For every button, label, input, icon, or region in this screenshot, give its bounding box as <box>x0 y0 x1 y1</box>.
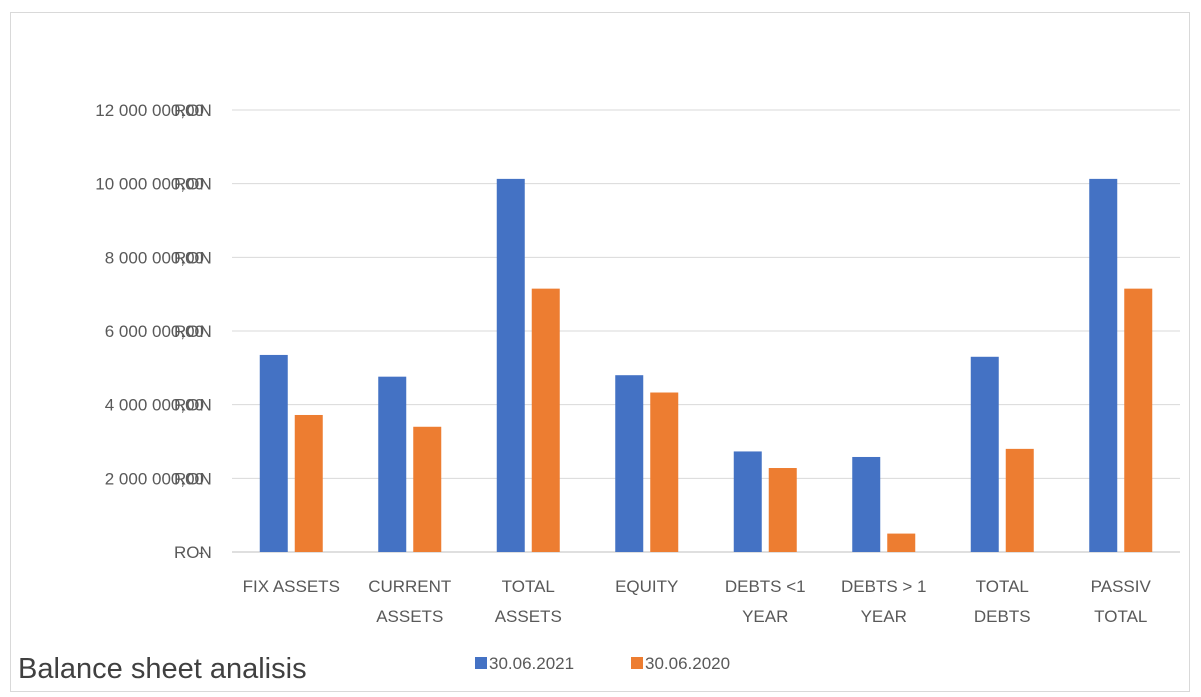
x-category-label: EQUITY <box>615 577 678 596</box>
legend-swatch <box>475 657 487 669</box>
y-tick-label: 6 000 000,00 <box>105 322 204 341</box>
x-category-label: FIX ASSETS <box>243 577 340 596</box>
bar-series-2020 <box>1124 288 1153 552</box>
x-category-label: TOTAL <box>1094 607 1147 626</box>
legend-label: 30.06.2020 <box>645 654 730 673</box>
y-tick-unit: RON <box>174 248 212 267</box>
y-tick-unit: RON <box>174 469 212 488</box>
bar-series-2020 <box>294 414 323 552</box>
legend-label: 30.06.2021 <box>489 654 574 673</box>
y-tick-label: 4 000 000,00 <box>105 396 204 415</box>
chart-title: Balance sheet analisis <box>18 653 307 685</box>
bar-series-2021 <box>1089 178 1118 552</box>
x-category-label: DEBTS <1 <box>725 577 806 596</box>
y-tick-unit: RON <box>174 396 212 415</box>
bar-series-2021 <box>496 178 525 552</box>
bar-series-2020 <box>650 392 679 552</box>
bar-series-2021 <box>970 356 999 552</box>
y-tick-unit: RON <box>174 543 212 562</box>
chart-frame <box>10 12 1190 692</box>
bar-series-2020 <box>531 288 560 552</box>
x-category-label: DEBTS <box>974 607 1031 626</box>
bar-series-2020 <box>413 426 442 552</box>
bar-series-2021 <box>733 451 762 552</box>
bar-series-2021 <box>259 354 288 552</box>
x-category-label: CURRENT <box>368 577 451 596</box>
y-tick-unit: RON <box>174 175 212 194</box>
bar-series-2021 <box>615 375 644 552</box>
y-tick-label: - <box>198 543 204 562</box>
x-category-label: YEAR <box>861 607 907 626</box>
x-category-label: ASSETS <box>495 607 562 626</box>
legend-swatch <box>631 657 643 669</box>
bar-series-2020 <box>887 533 916 552</box>
y-tick-label: 12 000 000,00 <box>95 101 204 120</box>
y-tick-label: 2 000 000,00 <box>105 469 204 488</box>
y-tick-label: 10 000 000,00 <box>95 175 204 194</box>
x-category-label: TOTAL <box>976 577 1029 596</box>
x-category-label: DEBTS > 1 <box>841 577 927 596</box>
bar-series-2020 <box>768 468 797 552</box>
y-tick-unit: RON <box>174 322 212 341</box>
bar-series-2021 <box>852 456 881 552</box>
y-tick-unit: RON <box>174 101 212 120</box>
y-tick-label: 8 000 000,00 <box>105 248 204 267</box>
bar-series-2020 <box>1005 448 1034 552</box>
bar-series-2021 <box>378 376 407 552</box>
x-category-label: YEAR <box>742 607 788 626</box>
x-category-label: TOTAL <box>502 577 555 596</box>
x-category-label: ASSETS <box>376 607 443 626</box>
x-category-label: PASSIV <box>1091 577 1152 596</box>
